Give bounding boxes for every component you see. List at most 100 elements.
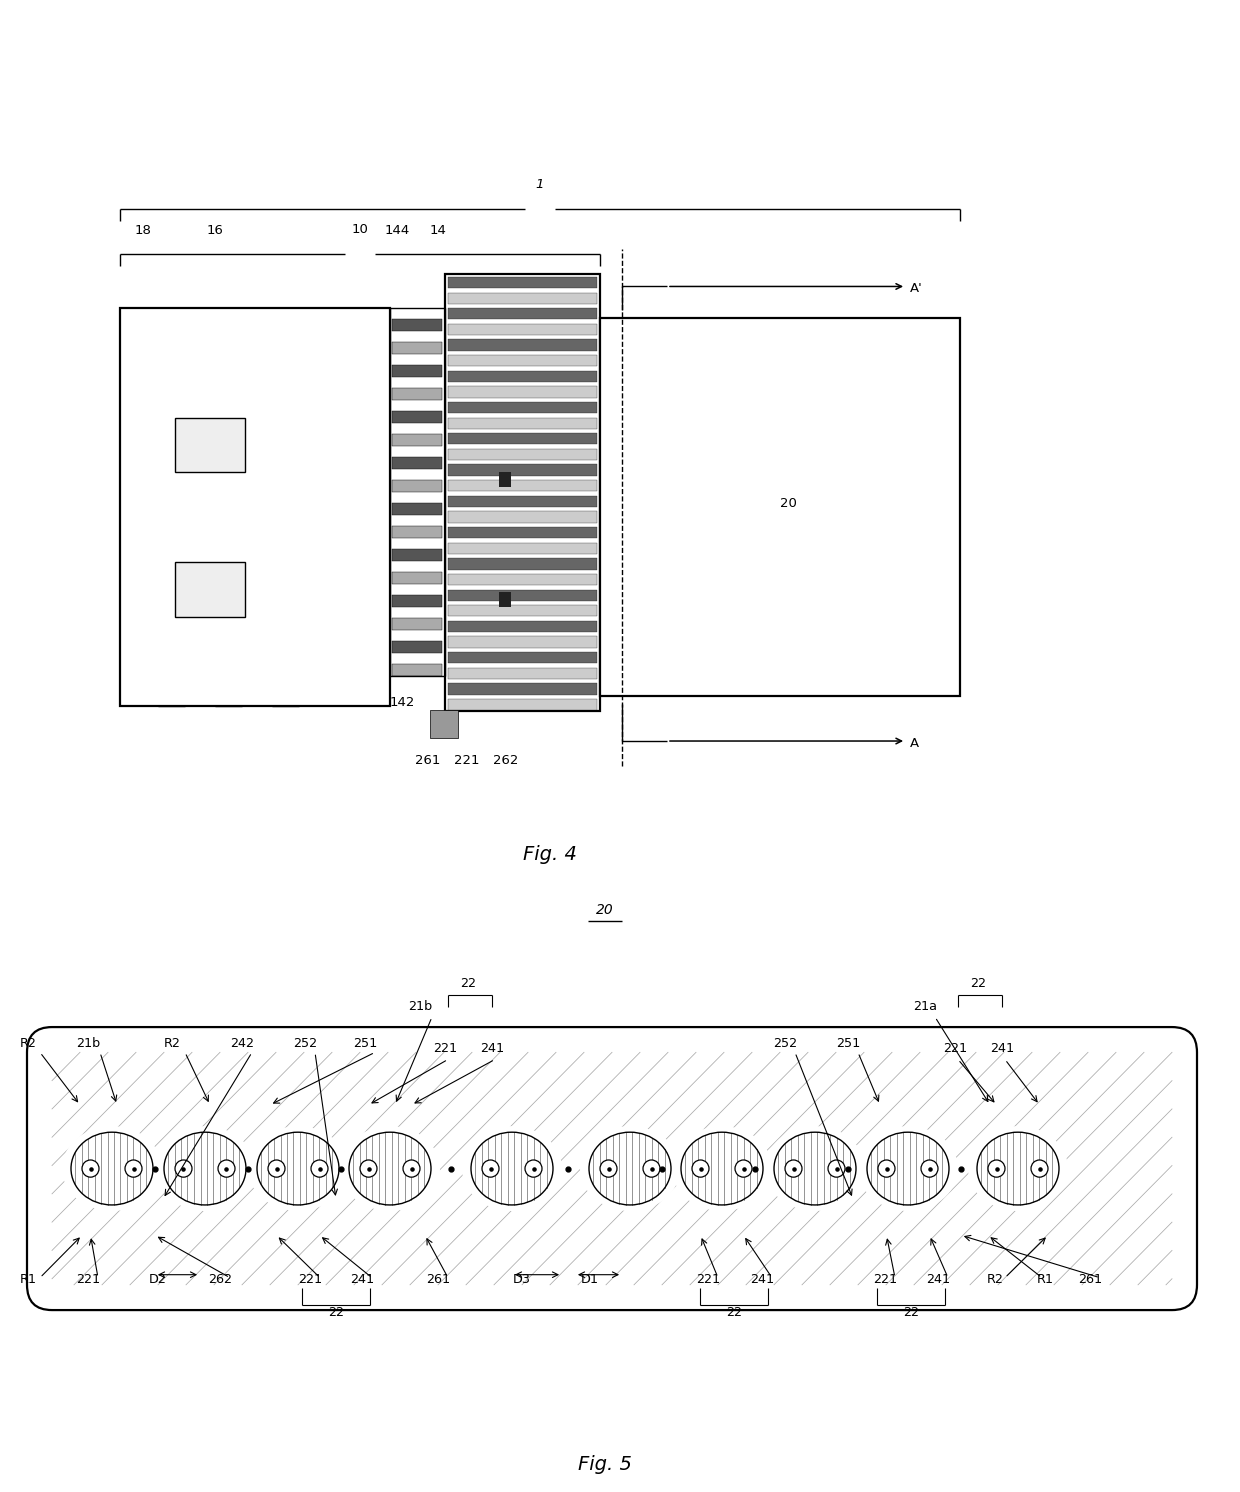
Text: 221: 221	[433, 1043, 458, 1055]
Text: 22: 22	[725, 1306, 742, 1319]
Ellipse shape	[248, 1126, 348, 1212]
Ellipse shape	[858, 1126, 959, 1212]
Text: 18: 18	[135, 224, 151, 237]
Bar	[500, 473, 511, 488]
Ellipse shape	[878, 1159, 895, 1177]
Bar	[448, 401, 596, 413]
Ellipse shape	[785, 1159, 802, 1177]
Text: 241: 241	[990, 1043, 1014, 1055]
Text: 252: 252	[773, 1037, 797, 1050]
Text: 251: 251	[836, 1037, 861, 1050]
Ellipse shape	[403, 1159, 420, 1177]
Text: R2: R2	[20, 1037, 36, 1050]
Text: 221: 221	[298, 1273, 322, 1286]
Bar	[448, 355, 596, 367]
Text: 241: 241	[480, 1043, 505, 1055]
Bar	[448, 418, 596, 428]
Ellipse shape	[644, 1159, 660, 1177]
Ellipse shape	[125, 1159, 143, 1177]
Text: 21b: 21b	[408, 1000, 432, 1013]
Bar	[448, 324, 596, 336]
Text: R2: R2	[987, 1273, 1003, 1286]
Text: 252: 252	[293, 1037, 317, 1050]
Text: 241: 241	[750, 1273, 774, 1286]
Text: 261: 261	[425, 1273, 450, 1286]
Bar	[448, 386, 596, 397]
Bar	[392, 434, 441, 446]
Text: 221: 221	[942, 1043, 967, 1055]
Bar	[392, 457, 441, 470]
Bar	[392, 388, 441, 400]
Ellipse shape	[600, 1159, 618, 1177]
Bar	[392, 503, 441, 515]
Bar	[392, 595, 441, 607]
Text: 221: 221	[696, 1273, 720, 1286]
Ellipse shape	[175, 1159, 192, 1177]
Bar	[448, 652, 596, 664]
Ellipse shape	[672, 1126, 773, 1212]
Text: 262: 262	[208, 1273, 232, 1286]
Bar	[448, 621, 596, 633]
Text: R1: R1	[1037, 1273, 1054, 1286]
Bar	[448, 292, 596, 304]
Bar	[600, 318, 960, 697]
FancyBboxPatch shape	[27, 1026, 1197, 1310]
Bar	[392, 410, 441, 424]
Ellipse shape	[360, 1159, 377, 1177]
Text: 21a: 21a	[913, 1000, 937, 1013]
Bar	[448, 495, 596, 507]
Bar	[392, 480, 441, 492]
Bar	[392, 364, 441, 377]
Ellipse shape	[82, 1159, 99, 1177]
Bar	[448, 527, 596, 539]
Text: 21b: 21b	[76, 1037, 100, 1050]
Text: D3: D3	[513, 1273, 531, 1286]
Bar	[175, 418, 246, 473]
Text: D1: D1	[582, 1273, 599, 1286]
Text: 261: 261	[1078, 1273, 1102, 1286]
Ellipse shape	[692, 1159, 709, 1177]
Text: 20: 20	[596, 903, 614, 918]
Text: 22: 22	[460, 977, 476, 989]
Ellipse shape	[62, 1126, 162, 1212]
Text: A: A	[910, 737, 919, 749]
Bar	[448, 480, 596, 491]
Bar	[448, 309, 596, 319]
Text: 16: 16	[207, 224, 223, 237]
Bar	[448, 574, 596, 585]
Text: Fig. 4: Fig. 4	[523, 846, 577, 864]
Text: 144: 144	[384, 224, 409, 237]
Bar	[392, 640, 441, 653]
Ellipse shape	[482, 1159, 498, 1177]
Ellipse shape	[765, 1126, 866, 1212]
Text: R2: R2	[164, 1037, 181, 1050]
Bar	[430, 710, 458, 739]
Bar	[448, 606, 596, 616]
Ellipse shape	[735, 1159, 751, 1177]
Bar	[448, 589, 596, 601]
Text: 22: 22	[970, 977, 986, 989]
Text: 14: 14	[430, 224, 446, 237]
Text: 20: 20	[780, 497, 797, 510]
Text: 142: 142	[389, 697, 415, 709]
Bar	[392, 664, 441, 676]
Ellipse shape	[968, 1126, 1068, 1212]
Text: 241: 241	[350, 1273, 374, 1286]
Bar	[392, 342, 441, 354]
Bar	[448, 512, 596, 522]
Bar	[392, 525, 441, 539]
Ellipse shape	[155, 1126, 255, 1212]
Bar	[448, 637, 596, 648]
Text: 10: 10	[352, 222, 368, 236]
Bar	[448, 278, 596, 288]
Ellipse shape	[988, 1159, 1004, 1177]
Bar	[448, 558, 596, 570]
Bar	[448, 340, 596, 351]
Bar	[448, 464, 596, 476]
Text: 262: 262	[494, 753, 518, 767]
Text: 261: 261	[414, 753, 440, 767]
Bar	[392, 571, 441, 585]
Ellipse shape	[268, 1159, 285, 1177]
Text: 22: 22	[329, 1306, 343, 1319]
Text: 251: 251	[353, 1037, 377, 1050]
